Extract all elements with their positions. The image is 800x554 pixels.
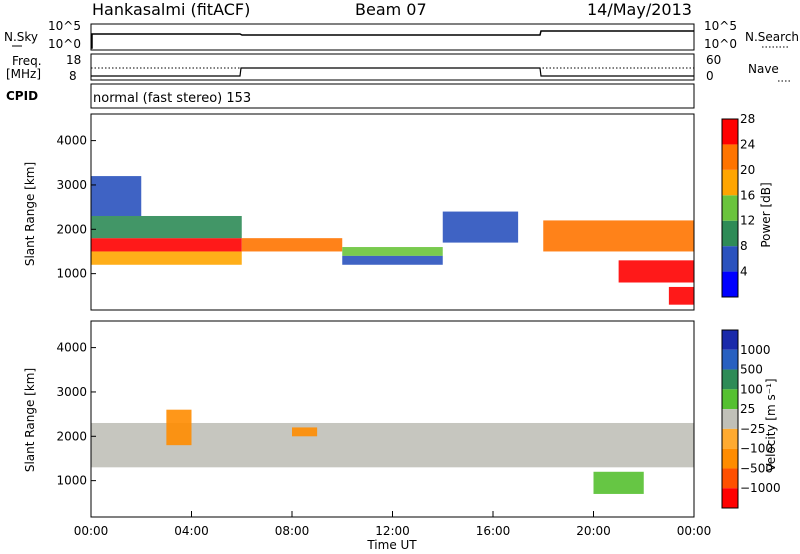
power-colorbar-tick-2: 12 [740, 214, 755, 228]
velocity-colorbar-tick-7: −1000 [740, 481, 781, 495]
power-band-5 [342, 247, 443, 256]
velocity-colorbar-tick-2: 100 [740, 382, 763, 396]
power-colorbar-tick-5: 24 [740, 137, 755, 151]
velocity-colorbar-tick-0: 1000 [740, 343, 771, 357]
velocity-ytick-label-1: 2000 [56, 429, 87, 443]
freq-tick-top: 18 [66, 53, 82, 67]
power-colorbar-tick-0: 4 [740, 265, 748, 279]
velocity-colorbar-swatch-4 [722, 409, 738, 429]
power-band-8 [543, 220, 694, 252]
nave-tick-bottom: 0 [706, 69, 714, 83]
nsky-tick-top: 10^5 [48, 19, 81, 33]
power-band-7 [442, 211, 519, 243]
nave-label: Nave [748, 62, 779, 76]
velocity-colorbar-tick-4: −25 [740, 422, 765, 436]
power-colorbar-swatch-2 [722, 220, 738, 247]
power-band-6 [342, 255, 443, 265]
velocity-colorbar-swatch-1 [722, 349, 738, 370]
xtick-label-1: 04:00 [174, 524, 209, 538]
power-colorbar-tick-3: 16 [740, 188, 755, 202]
velocity-colorbar-tick-1: 500 [740, 363, 763, 377]
station-title: Hankasalmi (fitACF) [92, 0, 251, 19]
xtick-label-2: 08:00 [275, 524, 310, 538]
velocity-colorbar-tick-6: −500 [740, 461, 773, 475]
nsky-panel-frame [90, 23, 695, 51]
velocity-colorbar-swatch-5 [722, 428, 738, 449]
freq-label-line2: [MHz] [6, 67, 42, 81]
velocity-colorbar-swatch-7 [722, 468, 738, 489]
power-ytick-label-2: 3000 [56, 178, 87, 192]
freq-trace [91, 67, 694, 77]
velocity-ytick-label-2: 3000 [56, 385, 87, 399]
power-colorbar-swatch-4 [722, 169, 738, 196]
power-panel-frame [90, 113, 695, 311]
power-colorbar-tick-1: 8 [740, 239, 748, 253]
power-colorbar-swatch-0 [722, 271, 738, 297]
velocity-band-2 [292, 427, 318, 437]
power-ytick-label-3: 4000 [56, 134, 87, 148]
freq-panel-frame [90, 53, 695, 81]
velocity-band-1 [166, 409, 192, 446]
power-colorbar-tick-4: 20 [740, 163, 755, 177]
power-ytick-label-0: 1000 [56, 267, 87, 281]
power-band-10 [668, 286, 694, 305]
velocity-colorbar-label: Velocity [m s⁻¹] [764, 378, 778, 471]
beam-title: Beam 07 [355, 0, 427, 19]
power-colorbar-swatch-5 [722, 144, 738, 170]
power-colorbar-tick-6: 28 [740, 112, 755, 126]
freq-label-line1: Freq. [12, 54, 42, 68]
velocity-colorbar-swatch-6 [722, 448, 738, 469]
velocity-colorbar-swatch-2 [722, 369, 738, 390]
power-band-3 [91, 176, 142, 216]
nsky-trace [91, 30, 694, 49]
cpid-panel-frame [90, 83, 695, 109]
nsky-tick-bottom: 10^0 [48, 37, 81, 51]
velocity-panel [90, 320, 695, 518]
xtick-label-3: 12:00 [375, 524, 410, 538]
velocity-colorbar-swatch-3 [722, 389, 738, 410]
power-band-9 [618, 260, 694, 283]
nsky-label: N.Sky [4, 30, 39, 44]
power-band-2 [91, 215, 242, 239]
velocity-colorbar-swatch-8 [722, 488, 738, 508]
power-ylabel: Slant Range [km] [23, 162, 37, 266]
xtick-label-0: 00:00 [74, 524, 109, 538]
nave-tick-top: 60 [706, 53, 722, 67]
velocity-ytick-label-3: 4000 [56, 341, 87, 355]
xtick-label-5: 20:00 [576, 524, 611, 538]
power-colorbar-swatch-1 [722, 246, 738, 272]
velocity-ytick-label-0: 1000 [56, 474, 87, 488]
date-title: 14/May/2013 [587, 0, 692, 19]
freq-tick-bottom: 8 [69, 69, 77, 83]
power-colorbar-label: Power [dB] [759, 182, 773, 247]
power-panel [90, 113, 695, 311]
power-ytick-label-1: 2000 [56, 222, 87, 236]
x-axis-label: Time UT [366, 538, 417, 552]
cpid-label: CPID [6, 89, 39, 103]
power-colorbar-swatch-6 [722, 119, 738, 145]
power-colorbar-swatch-3 [722, 195, 738, 221]
xtick-label-4: 16:00 [476, 524, 511, 538]
nsearch-label: N.Search [745, 30, 800, 44]
velocity-band-3 [593, 471, 644, 494]
power-band-4 [241, 238, 343, 252]
velocity-colorbar-tick-5: −100 [740, 442, 773, 456]
velocity-colorbar-swatch-0 [722, 330, 738, 350]
velocity-ylabel: Slant Range [km] [23, 368, 37, 472]
nsearch-tick-bottom: 10^0 [704, 37, 737, 51]
nsearch-tick-top: 10^5 [704, 19, 737, 33]
velocity-colorbar-tick-3: 25 [740, 402, 755, 416]
power-band-1 [91, 251, 242, 265]
mode-text: normal (fast stereo) 153 [93, 91, 252, 106]
xtick-label-6: 00:00 [677, 524, 712, 538]
power-band-0 [91, 238, 242, 252]
